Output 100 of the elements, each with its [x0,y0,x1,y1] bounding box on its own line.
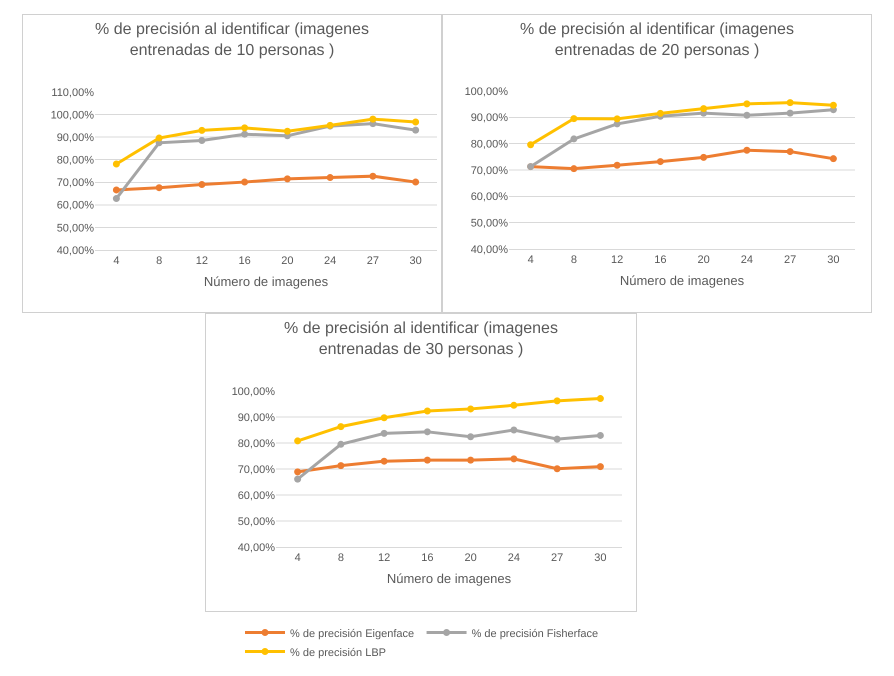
point [284,128,291,135]
point [554,436,561,443]
point [380,458,388,465]
point [198,126,206,134]
x-tick-label: 27 [551,552,564,564]
point [284,175,291,182]
point [412,178,420,186]
legend-label: % de precisión Eigenface [290,628,414,640]
y-tick-label: 80,00% [470,138,508,151]
y-tick-label: 90,00% [56,132,94,144]
point [380,414,388,422]
point [156,184,163,192]
x-tick-label: 24 [740,254,754,266]
point [112,186,120,194]
point [743,100,750,108]
x-tick-label: 4 [528,254,534,266]
point [830,102,837,109]
y-tick-label: 100,00% [232,386,276,398]
point [337,462,344,470]
point [424,428,431,436]
point [241,130,248,138]
point [369,116,376,123]
point [337,423,344,430]
x-axis-title: Número de imagenes [204,274,329,289]
y-tick-label: 40,00% [238,542,276,554]
y-tick-label: 60,00% [470,191,508,204]
x-tick-label: 12 [196,255,208,268]
y-tick-label: 80,00% [56,154,94,167]
y-tick-label: 100,00% [464,86,508,98]
y-tick-label: 60,00% [238,490,276,502]
y-tick-label: 90,00% [238,412,276,424]
x-tick-label: 4 [113,255,120,268]
x-tick-label: 16 [238,255,251,268]
y-tick-label: 70,00% [56,177,94,190]
point [743,112,750,119]
point [424,408,431,415]
point [656,110,664,117]
point [294,437,302,444]
x-tick-label: 4 [294,552,301,564]
point [786,110,794,117]
point [337,440,344,448]
point [614,162,621,169]
legend-label: % de precisión LBP [290,646,386,659]
point [700,154,708,161]
x-tick-label: 12 [378,552,390,564]
point [596,395,604,402]
point [510,402,518,409]
y-tick-label: 110,00% [51,86,94,99]
legend-label: % de precisión Fisherface [472,628,598,640]
x-tick-label: 20 [464,552,477,564]
point [614,115,621,122]
x-tick-label: 30 [410,255,422,268]
point [510,455,518,462]
point [326,174,334,182]
point [156,134,163,142]
x-tick-label: 30 [594,552,607,564]
y-tick-label: 40,00% [56,244,94,257]
y-tick-label: 90,00% [470,112,508,124]
chart-title: % de precisión al identificar (imagenes entrenadas de 10 personas ) [95,21,369,59]
x-tick-label: 16 [421,552,434,564]
point [294,468,302,476]
x-tick-label: 27 [366,255,380,268]
y-tick-label: 70,00% [238,464,276,476]
point [786,148,794,156]
point [198,181,206,188]
chart-title: % de precisión al identificar (imagenes entrenadas de 30 personas ) [284,320,558,358]
point [369,172,376,180]
point [412,126,420,134]
x-tick-label: 16 [654,254,667,266]
x-axis-title: Número de imagenes [386,570,512,586]
y-tick-label: 70,00% [470,164,508,177]
x-tick-label: 20 [698,254,710,266]
point [596,463,604,470]
point [412,118,420,126]
point [596,432,604,439]
y-tick-label: 50,00% [238,516,276,528]
chart-title: % de precisión al identificar (imagenes entrenadas de 20 personas ) [520,21,794,59]
point [380,430,388,437]
point [294,476,302,483]
point [554,397,561,404]
point [112,195,120,202]
y-tick-label: 80,00% [238,438,276,450]
y-tick-label: 60,00% [56,200,94,212]
point [467,456,474,464]
x-tick-label: 12 [611,254,624,266]
point [198,137,206,144]
x-tick-label: 8 [570,254,577,266]
y-tick-label: 40,00% [470,244,508,256]
point [570,115,578,122]
point [112,160,120,168]
point [241,124,248,132]
point [554,465,561,472]
point [830,155,837,162]
x-tick-label: 20 [281,255,294,268]
x-tick-label: 8 [338,552,344,564]
point [743,146,750,154]
point [570,135,578,142]
x-tick-label: 24 [508,552,520,564]
x-tick-label: 30 [827,254,840,266]
point [786,99,794,106]
